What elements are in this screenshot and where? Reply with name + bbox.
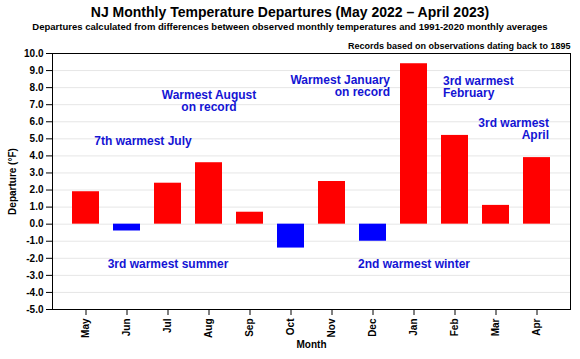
svg-text:Month: Month <box>297 339 327 350</box>
svg-text:Sep: Sep <box>244 319 255 337</box>
svg-text:-5.0: -5.0 <box>26 304 44 315</box>
svg-text:8.0: 8.0 <box>30 82 44 93</box>
svg-text:-1.0: -1.0 <box>26 235 44 246</box>
svg-text:-3.0: -3.0 <box>26 270 44 281</box>
svg-text:3rd warmest summer: 3rd warmest summer <box>108 257 229 271</box>
svg-text:Records based on observations: Records based on observations dating bac… <box>348 41 571 51</box>
svg-text:Nov: Nov <box>326 318 337 337</box>
svg-text:Oct: Oct <box>285 318 296 335</box>
svg-text:Feb: Feb <box>449 319 460 337</box>
svg-text:Warmest Auguston record: Warmest Auguston record <box>162 88 256 114</box>
html-text:Departures calculated from dif: Departures calculated from differences b… <box>32 21 548 32</box>
svg-text:7.0: 7.0 <box>30 99 44 110</box>
svg-text:May: May <box>80 318 91 338</box>
svg-text:3rd warmestApril: 3rd warmestApril <box>478 116 549 142</box>
svg-text:10.0: 10.0 <box>24 48 44 59</box>
svg-text:5.0: 5.0 <box>30 133 44 144</box>
svg-text:-2.0: -2.0 <box>26 253 44 264</box>
svg-text:0.0: 0.0 <box>30 218 44 229</box>
svg-text:6.0: 6.0 <box>30 116 44 127</box>
svg-text:2.0: 2.0 <box>30 184 44 195</box>
svg-text:-4.0: -4.0 <box>26 287 44 298</box>
svg-text:Departure (°F): Departure (°F) <box>7 148 18 215</box>
svg-text:1.0: 1.0 <box>30 201 44 212</box>
svg-text:7th warmest July: 7th warmest July <box>94 134 192 148</box>
svg-text:4.0: 4.0 <box>30 150 44 161</box>
svg-text:9.0: 9.0 <box>30 65 44 76</box>
svg-text:Jun: Jun <box>121 319 132 337</box>
svg-text:Aug: Aug <box>203 319 214 338</box>
svg-text:Jul: Jul <box>162 318 173 333</box>
svg-text:Jan: Jan <box>408 319 419 336</box>
svg-text:Warmest Januaryon record: Warmest Januaryon record <box>290 73 390 99</box>
svg-text:Mar: Mar <box>490 318 501 336</box>
svg-text:Dec: Dec <box>367 318 378 337</box>
svg-text:2nd warmest winter: 2nd warmest winter <box>358 257 470 271</box>
svg-text:Apr: Apr <box>531 318 542 335</box>
svg-text:3rd warmestFebruary: 3rd warmestFebruary <box>443 74 514 100</box>
svg-text:3.0: 3.0 <box>30 167 44 178</box>
html-text:NJ Monthly Temperature Departu: NJ Monthly Temperature Departures (May 2… <box>90 4 490 20</box>
